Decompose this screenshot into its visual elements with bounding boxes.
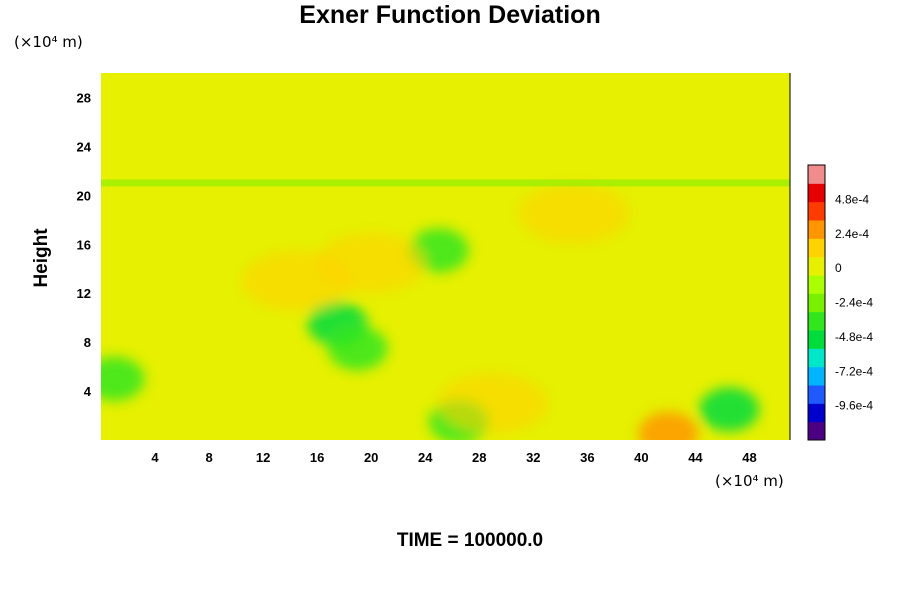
colorbar-swatch	[808, 330, 825, 349]
x-tick-label: 8	[205, 450, 212, 465]
time-label: TIME = 100000.0	[396, 530, 544, 551]
y-axis-label: Height	[31, 228, 52, 288]
colorbar-swatch	[808, 238, 825, 258]
y-tick-label: 4	[84, 384, 92, 399]
field-feature	[638, 411, 699, 440]
y-axis: 4 8 12 16 20 24 28	[77, 90, 92, 399]
x-tick-label: 28	[472, 450, 486, 465]
field-feature	[505, 312, 616, 373]
field-feature	[327, 326, 388, 371]
colorbar-label: 2.4e-4	[835, 227, 869, 241]
field-feature	[437, 373, 548, 434]
field-feature	[699, 387, 760, 432]
x-tick-label: 40	[634, 450, 648, 465]
x-tick-label: 44	[688, 450, 703, 465]
colorbar-frame	[807, 164, 826, 441]
x-tick-label: 48	[742, 450, 756, 465]
colorbar-label: 4.8e-4	[835, 192, 869, 206]
plot-area	[101, 73, 791, 440]
y-tick-label: 16	[77, 237, 91, 252]
field-feature	[241, 250, 352, 311]
y-tick-label: 24	[77, 139, 92, 154]
colorbar-swatch	[808, 385, 825, 404]
colorbar-swatch	[808, 311, 825, 331]
x-tick-label: 32	[526, 450, 540, 465]
y-tick-label: 20	[77, 188, 91, 203]
colorbar-swatch	[808, 256, 825, 276]
colorbar-swatch	[808, 220, 825, 239]
colorbar-swatch	[808, 293, 825, 313]
colorbar-swatch	[808, 366, 825, 386]
colorbar-label: -2.4e-4	[835, 296, 873, 310]
colorbar-label: -7.2e-4	[835, 364, 873, 378]
x-tick-label: 20	[364, 450, 378, 465]
chart-title: Exner Function Deviation	[299, 1, 601, 29]
colorbar-swatch	[808, 165, 825, 184]
x-tick-label: 24	[418, 450, 433, 465]
y-tick-label: 28	[77, 90, 91, 105]
y-axis-unit: (×10⁴ m)	[14, 33, 83, 51]
x-tick-label: 16	[310, 450, 324, 465]
colorbar: 4.8e-4 2.4e-4 0 -2.4e-4 -4.8e-4 -7.2e-4 -9.6e-…	[807, 164, 873, 441]
field-band	[101, 179, 790, 187]
y-tick-label: 12	[77, 286, 91, 301]
colorbar-label: -9.6e-4	[835, 399, 873, 413]
colorbar-swatch	[808, 421, 825, 441]
x-axis: 4 8 12 16 20 24 28 32 36 40 44 48	[151, 450, 756, 465]
x-tick-label: 12	[256, 450, 270, 465]
y-tick-label: 8	[84, 335, 91, 350]
colorbar-swatch	[808, 183, 825, 203]
colorbar-swatch	[808, 348, 825, 368]
x-tick-label: 36	[580, 450, 594, 465]
field-feature	[518, 183, 629, 244]
colorbar-swatch	[808, 201, 825, 221]
field-feature	[101, 356, 145, 401]
x-axis-unit: (×10⁴ m)	[715, 472, 784, 490]
colorbar-label: 0	[835, 261, 842, 275]
colorbar-swatch	[808, 275, 825, 294]
colorbar-label: -4.8e-4	[835, 330, 873, 344]
colorbar-swatch	[808, 403, 825, 423]
x-tick-label: 4	[151, 450, 159, 465]
